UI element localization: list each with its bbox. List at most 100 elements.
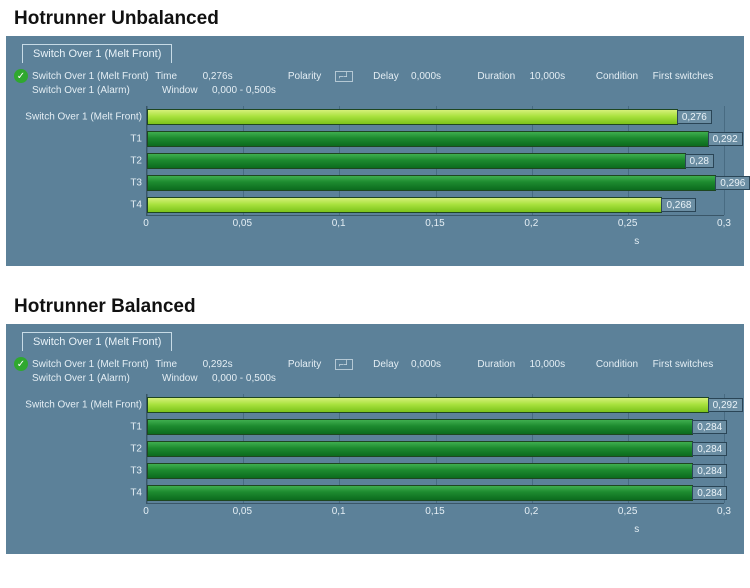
bar-fill: 0,292 xyxy=(147,131,709,147)
condition-value: First switches xyxy=(653,71,738,82)
status-name: Switch Over 1 (Melt Front) xyxy=(32,359,155,370)
x-tick: 0,2 xyxy=(524,506,538,517)
bar-label: T2 xyxy=(130,156,142,167)
x-axis-unit: s xyxy=(26,524,724,544)
bar-label: T1 xyxy=(130,422,142,433)
time-label: Time xyxy=(155,71,202,82)
x-tick: 0,15 xyxy=(425,218,444,229)
bar-value: 0,284 xyxy=(692,420,727,434)
tab-switch-over[interactable]: Switch Over 1 (Melt Front) xyxy=(22,44,172,63)
bar-fill: 0,284 xyxy=(147,463,693,479)
bar-fill: 0,284 xyxy=(147,419,693,435)
x-tick: 0,1 xyxy=(332,506,346,517)
bar-value: 0,28 xyxy=(685,154,714,168)
x-tick: 0,05 xyxy=(233,218,252,229)
bar: 0,292 xyxy=(147,397,709,413)
bar: 0,284 xyxy=(147,463,693,479)
bar-label: Switch Over 1 (Melt Front) xyxy=(25,112,142,123)
bar: 0,284 xyxy=(147,441,693,457)
check-icon: ✓ xyxy=(14,357,28,371)
bar-label: T4 xyxy=(130,488,142,499)
bar-value: 0,292 xyxy=(708,398,743,412)
x-tick: 0,1 xyxy=(332,218,346,229)
window-value: 0,000 - 0,500s xyxy=(212,85,302,96)
polarity-value: ⌐┘ xyxy=(335,71,373,82)
duration-value: 10,000s xyxy=(529,359,595,370)
bar-label: T1 xyxy=(130,134,142,145)
x-tick: 0,15 xyxy=(425,506,444,517)
bar: 0,284 xyxy=(147,419,693,435)
window-label: Window xyxy=(162,373,212,384)
bar-value: 0,284 xyxy=(692,442,727,456)
check-icon: ✓ xyxy=(14,69,28,83)
x-tick: 0,25 xyxy=(618,506,637,517)
bar-fill: 0,296 xyxy=(147,175,716,191)
grid-line xyxy=(724,106,725,215)
status-row: Switch Over 1 (Alarm)Window0,000 - 0,500… xyxy=(12,85,738,96)
x-tick: 0,3 xyxy=(717,506,731,517)
plot-area: 0,2920,2840,2840,2840,284 xyxy=(146,394,724,504)
condition-value: First switches xyxy=(653,359,738,370)
tab-switch-over[interactable]: Switch Over 1 (Melt Front) xyxy=(22,332,172,351)
bar-fill: 0,284 xyxy=(147,441,693,457)
bar-fill: 0,28 xyxy=(147,153,686,169)
delay-value: 0,000s xyxy=(411,359,477,370)
bar-label: T4 xyxy=(130,200,142,211)
x-tick: 0,3 xyxy=(717,218,731,229)
bar-value: 0,268 xyxy=(661,198,696,212)
bar-fill: 0,292 xyxy=(147,397,709,413)
window-value: 0,000 - 0,500s xyxy=(212,373,302,384)
delay-value: 0,000s xyxy=(411,71,477,82)
bar-value: 0,276 xyxy=(677,110,712,124)
polarity-label: Polarity xyxy=(288,71,335,82)
section-title: Hotrunner Unbalanced xyxy=(14,8,744,30)
bar-label: T3 xyxy=(130,178,142,189)
x-tick: 0,2 xyxy=(524,218,538,229)
y-axis-labels: Switch Over 1 (Melt Front)T1T2T3T4 xyxy=(26,394,146,544)
bar-label: T3 xyxy=(130,466,142,477)
x-tick: 0,05 xyxy=(233,506,252,517)
time-value: 0,292s xyxy=(203,359,288,370)
bar: 0,296 xyxy=(147,175,716,191)
condition-label: Condition xyxy=(596,359,653,370)
bar-fill: 0,284 xyxy=(147,485,693,501)
time-label: Time xyxy=(155,359,202,370)
x-tick: 0,25 xyxy=(618,218,637,229)
delay-label: Delay xyxy=(373,359,411,370)
condition-label: Condition xyxy=(596,71,653,82)
bar-label: Switch Over 1 (Melt Front) xyxy=(25,400,142,411)
status-row: ✓ Switch Over 1 (Melt Front)Time0,276sPol… xyxy=(12,69,738,83)
delay-label: Delay xyxy=(373,71,411,82)
tab-strip: Switch Over 1 (Melt Front) xyxy=(22,332,738,351)
bar: 0,268 xyxy=(147,197,662,213)
bar-chart: Switch Over 1 (Melt Front)T1T2T3T40,2760… xyxy=(26,106,724,256)
bar-value: 0,296 xyxy=(715,176,750,190)
time-value: 0,276s xyxy=(203,71,288,82)
duration-label: Duration xyxy=(477,71,529,82)
polarity-icon: ⌐┘ xyxy=(335,359,353,370)
x-tick: 0 xyxy=(143,506,149,517)
window-label: Window xyxy=(162,85,212,96)
polarity-icon: ⌐┘ xyxy=(335,71,353,82)
tab-strip: Switch Over 1 (Melt Front) xyxy=(22,44,738,63)
section-title: Hotrunner Balanced xyxy=(14,296,744,318)
chart-panel: Switch Over 1 (Melt Front) ✓ Switch Over 1… xyxy=(6,36,744,266)
duration-value: 10,000s xyxy=(529,71,595,82)
bar: 0,276 xyxy=(147,109,678,125)
bar-value: 0,284 xyxy=(692,486,727,500)
bar-value: 0,284 xyxy=(692,464,727,478)
polarity-value: ⌐┘ xyxy=(335,359,373,370)
bar-chart: Switch Over 1 (Melt Front)T1T2T3T40,2920… xyxy=(26,394,724,544)
polarity-label: Polarity xyxy=(288,359,335,370)
status-name: Switch Over 1 (Melt Front) xyxy=(32,71,155,82)
y-axis-labels: Switch Over 1 (Melt Front) T1 T2 T3 T4 xyxy=(26,106,146,256)
status-name: Switch Over 1 (Alarm) xyxy=(32,85,162,96)
status-row: ✓ Switch Over 1 (Melt Front)Time0,292sPol… xyxy=(12,357,738,371)
x-axis-unit: s xyxy=(26,236,724,256)
bar: 0,284 xyxy=(147,485,693,501)
plot-area: 0,276 0,292 0,28 0,296 0,268 xyxy=(146,106,724,216)
duration-label: Duration xyxy=(477,359,529,370)
bar-value: 0,292 xyxy=(708,132,743,146)
status-row: Switch Over 1 (Alarm)Window0,000 - 0,500… xyxy=(12,373,738,384)
status-name: Switch Over 1 (Alarm) xyxy=(32,373,162,384)
